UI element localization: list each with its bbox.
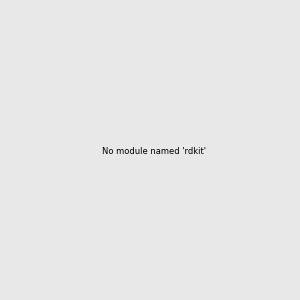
Text: No module named 'rdkit': No module named 'rdkit' <box>102 147 206 156</box>
